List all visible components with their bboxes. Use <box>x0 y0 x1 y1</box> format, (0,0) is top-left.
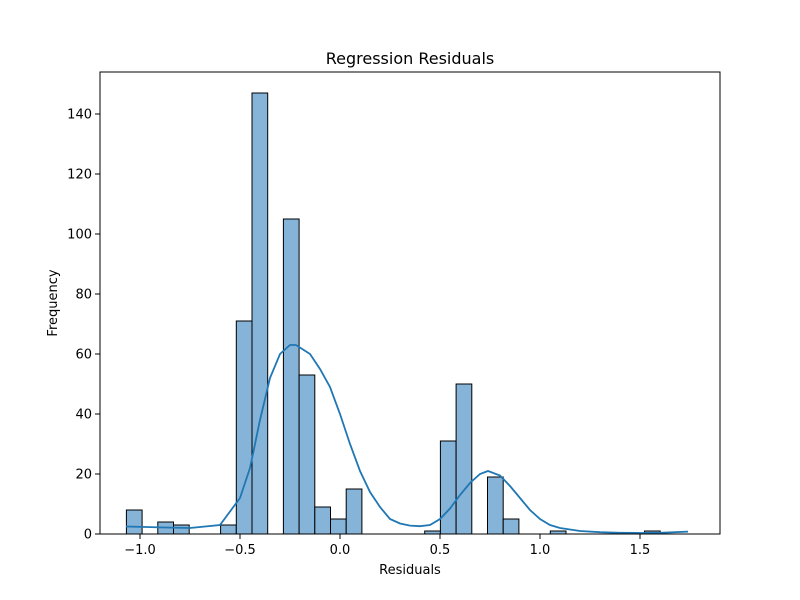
x-tick-label: 0.5 <box>430 543 451 558</box>
histogram-bar <box>345 488 363 535</box>
x-tick-label: 1.0 <box>530 543 551 558</box>
histogram-bars <box>125 92 661 535</box>
histogram-bar <box>125 509 143 535</box>
y-tick-label: 100 <box>67 228 92 243</box>
plot-frame <box>99 71 721 535</box>
x-tick-label: −1.0 <box>124 543 156 558</box>
histogram-bar <box>220 524 237 535</box>
histogram-bar <box>330 518 347 535</box>
histogram-bar <box>314 506 331 535</box>
kde-curve <box>125 344 689 534</box>
histogram-bar <box>502 518 520 535</box>
y-tick-label: 120 <box>67 168 92 183</box>
histogram-bar <box>235 320 253 535</box>
histogram-bar <box>439 440 457 535</box>
y-tick-label: 0 <box>84 528 92 543</box>
histogram-bar <box>455 383 473 535</box>
histogram-bar <box>173 524 190 535</box>
histogram-bar <box>298 374 316 535</box>
y-tick-label: 140 <box>67 108 92 123</box>
histogram-bar <box>251 92 269 535</box>
histogram-bar <box>282 218 300 535</box>
chart-title: Regression Residuals <box>326 49 495 68</box>
x-tick-label: 1.5 <box>630 543 651 558</box>
y-tick-label: 20 <box>75 468 92 483</box>
y-axis-label: Frequency <box>46 269 61 336</box>
x-axis-ticks: −1.0 −0.5 0.0 0.5 1.0 1.5 <box>124 534 650 558</box>
x-tick-label: 0.0 <box>330 543 351 558</box>
x-tick-label: −0.5 <box>224 543 256 558</box>
histogram-bar <box>487 476 504 535</box>
y-tick-label: 60 <box>75 348 92 363</box>
x-axis-label: Residuals <box>379 563 441 578</box>
y-tick-label: 40 <box>75 408 92 423</box>
y-tick-label: 80 <box>75 288 92 303</box>
y-axis-ticks: 0 20 40 60 80 100 120 140 <box>67 108 100 543</box>
